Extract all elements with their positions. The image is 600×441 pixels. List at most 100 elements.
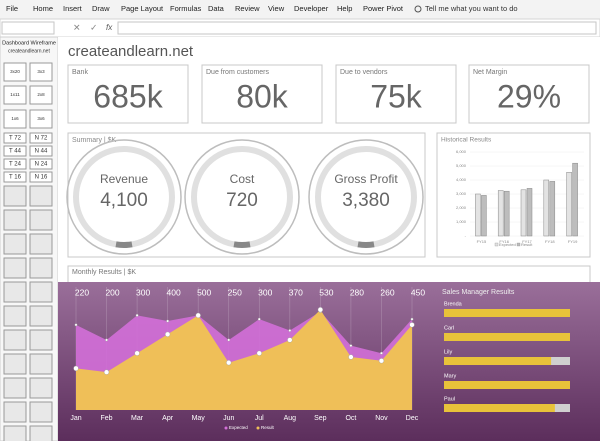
enter-icon[interactable]: ✓	[90, 22, 98, 32]
tile-label[interactable]: N 24	[35, 162, 48, 168]
ribbon-tab[interactable]: Developer	[294, 4, 329, 13]
shape-tile[interactable]	[3, 257, 27, 279]
kpi-label: Net Margin	[473, 69, 507, 76]
shape-tile[interactable]	[29, 353, 53, 375]
gauge-label: Cost	[230, 172, 255, 186]
cancel-icon[interactable]: ✕	[73, 22, 81, 32]
bar	[543, 179, 550, 237]
shape-tile[interactable]	[3, 281, 27, 303]
tile[interactable]	[29, 145, 53, 157]
tile[interactable]	[29, 62, 53, 82]
tile-label[interactable]: T 72	[9, 136, 22, 142]
shape-tile[interactable]	[3, 233, 27, 255]
ribbon-tab[interactable]: View	[268, 4, 285, 13]
ribbon-bar	[0, 0, 600, 19]
tile[interactable]	[29, 171, 53, 183]
tile[interactable]	[3, 132, 27, 144]
tile[interactable]	[29, 109, 53, 129]
tile-label[interactable]: N 44	[35, 149, 48, 155]
shape-tile[interactable]	[29, 257, 53, 279]
point	[166, 319, 170, 323]
bar	[444, 309, 570, 317]
ribbon-tab[interactable]: Home	[33, 4, 53, 13]
tile-label[interactable]: N 16	[35, 175, 48, 181]
gauge-marker	[357, 241, 375, 248]
shape-tile[interactable]	[29, 209, 53, 231]
tile-label[interactable]: T 44	[9, 149, 22, 155]
ribbon-tab[interactable]: Page Layout	[121, 4, 164, 13]
historical-panel	[436, 132, 591, 258]
tile-label[interactable]: 1x11	[10, 92, 20, 97]
bar	[549, 181, 556, 237]
tile[interactable]	[29, 158, 53, 170]
point	[378, 358, 385, 364]
tile-label[interactable]: N 72	[35, 136, 48, 142]
tile[interactable]	[29, 85, 53, 105]
point	[380, 351, 383, 355]
point	[227, 338, 231, 342]
shape-tile[interactable]	[29, 377, 53, 399]
point	[348, 354, 354, 360]
shape-tile[interactable]	[3, 401, 27, 423]
shape-tile[interactable]	[29, 329, 53, 351]
ribbon-tab[interactable]: Power Pivot	[363, 4, 404, 13]
point	[288, 329, 292, 332]
kpi-label: Due from customers	[206, 69, 270, 76]
tile[interactable]	[3, 85, 27, 105]
tile-label[interactable]: 3x6	[37, 116, 45, 121]
tile[interactable]	[29, 132, 53, 144]
shape-tile[interactable]	[3, 377, 27, 399]
tile-label[interactable]: 2x8	[37, 92, 45, 97]
ribbon-tab[interactable]: Help	[337, 4, 352, 13]
x-tick-label: Dec	[406, 415, 419, 422]
tile-label[interactable]: 1x6	[11, 116, 19, 121]
tile-label[interactable]: T 16	[9, 175, 22, 181]
ribbon-tab[interactable]: Data	[208, 4, 225, 13]
shape-tile[interactable]	[3, 329, 27, 351]
shape-tile[interactable]	[3, 353, 27, 375]
ribbon-tab[interactable]: Draw	[92, 4, 110, 13]
x-tick-label: May	[192, 415, 206, 422]
tile[interactable]	[3, 145, 27, 157]
shape-tile[interactable]	[29, 185, 53, 207]
tile-label[interactable]: 3x3	[37, 69, 45, 74]
shape-tile[interactable]	[3, 305, 27, 327]
shape-tile[interactable]	[29, 425, 53, 441]
shape-tile[interactable]	[29, 401, 53, 423]
search-box[interactable]: Tell me what you want to do	[425, 4, 518, 13]
function-label[interactable]: fx	[106, 23, 113, 32]
ribbon-tab[interactable]: File	[6, 4, 18, 13]
gauge-value: 3,380	[342, 190, 390, 211]
data-label: 530	[319, 287, 333, 297]
gauge-label: Gross Profit	[334, 172, 398, 186]
tile[interactable]	[3, 171, 27, 183]
gauge-marker	[115, 241, 133, 248]
ribbon-tab[interactable]: Review	[235, 4, 260, 13]
ribbon-tab[interactable]: Insert	[63, 4, 83, 13]
formula-input[interactable]	[117, 21, 597, 35]
data-label: 500	[197, 287, 211, 297]
shape-tile[interactable]	[3, 425, 27, 441]
search-icon[interactable]	[414, 5, 422, 13]
tile[interactable]	[3, 158, 27, 170]
bar	[444, 333, 570, 341]
legend-label: Expected	[499, 242, 516, 247]
ribbon-tab[interactable]: Formulas	[170, 4, 202, 13]
tile-label[interactable]: T 24	[9, 162, 22, 168]
tile-label[interactable]: 3x20	[10, 69, 20, 74]
tile[interactable]	[3, 109, 27, 129]
point	[103, 369, 110, 375]
x-tick-label: Feb	[101, 415, 113, 422]
shape-tile[interactable]	[3, 185, 27, 207]
kpi-card	[201, 64, 323, 124]
shape-tile[interactable]	[29, 305, 53, 327]
x-tick-label: Oct	[345, 415, 356, 422]
bar	[572, 162, 578, 237]
shape-tile[interactable]	[29, 233, 53, 255]
tile[interactable]	[3, 62, 27, 82]
shape-tile[interactable]	[3, 209, 27, 231]
gauge-outer	[184, 139, 300, 255]
name-box[interactable]	[1, 21, 55, 35]
shape-tile[interactable]	[29, 281, 53, 303]
legend-label: Result	[521, 242, 533, 247]
